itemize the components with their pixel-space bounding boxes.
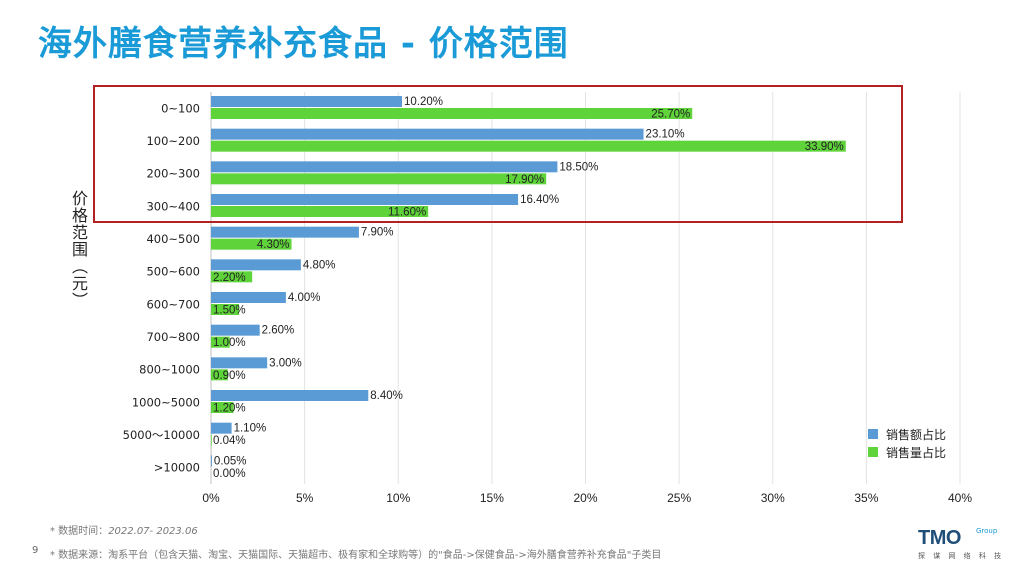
- category-label: 200~300: [146, 167, 200, 181]
- data-time-prefix: * 数据时间：: [50, 526, 109, 537]
- bar-sales-volume: [211, 173, 547, 185]
- data-label-sales-amount: 23.10%: [646, 129, 685, 141]
- page-title: 海外膳食营养补充食品 - 价格范围: [38, 24, 569, 64]
- category-label: 5000～10000: [123, 428, 200, 442]
- logo-sub-text: 探 谋 网 络 科 技: [918, 552, 1005, 560]
- data-label-sales-amount: 18.50%: [559, 161, 598, 173]
- bar-sales-amount: [211, 455, 212, 467]
- x-tick-label: 25%: [667, 491, 691, 505]
- data-label-sales-amount: 10.20%: [404, 96, 443, 108]
- data-source-note: * 数据来源：淘系平台（包含天猫、淘宝、天猫国际、天猫超市、极有家和全球购等）的…: [50, 550, 662, 561]
- bar-sales-amount: [211, 324, 260, 336]
- bar-sales-amount: [211, 226, 359, 238]
- data-label-sales-volume: 1.00%: [213, 337, 246, 349]
- data-label-sales-amount: 2.60%: [262, 325, 295, 337]
- legend: 销售额占比 销售量占比: [868, 425, 946, 461]
- category-label: 100~200: [146, 134, 200, 148]
- bar-sales-volume: [211, 402, 234, 413]
- data-label-sales-amount: 16.40%: [520, 194, 559, 206]
- data-label-sales-volume: 2.20%: [213, 272, 246, 284]
- bar-sales-amount: [211, 161, 558, 173]
- bar-sales-volume: [211, 304, 240, 315]
- page-number: 9: [32, 545, 39, 556]
- x-tick-label: 10%: [386, 491, 410, 505]
- data-label-sales-amount: 4.80%: [303, 259, 336, 271]
- legend-swatch: [868, 429, 878, 439]
- data-label-sales-volume: 11.60%: [388, 207, 426, 219]
- data-label-sales-volume: 1.50%: [213, 305, 246, 317]
- logo-group-text: Group: [976, 527, 998, 535]
- category-label: 800~1000: [139, 363, 200, 377]
- data-label-sales-amount: 4.00%: [288, 292, 321, 304]
- x-tick-label: 30%: [761, 491, 785, 505]
- data-label-sales-amount: 1.10%: [234, 423, 267, 435]
- data-label-sales-amount: 7.90%: [361, 227, 394, 239]
- bar-sales-volume: [211, 271, 253, 283]
- bar-sales-amount: [211, 390, 369, 401]
- bar-sales-volume: [211, 434, 212, 446]
- bar-sales-amount: [211, 96, 402, 107]
- legend-label: 销售量占比: [886, 445, 947, 460]
- x-tick-label: 0%: [202, 491, 220, 505]
- data-label-sales-amount: 3.00%: [269, 357, 302, 369]
- category-label: 700~800: [146, 330, 200, 344]
- category-label: 400~500: [146, 232, 200, 246]
- bar-sales-volume: [211, 369, 228, 381]
- bar-sales-amount: [211, 194, 519, 205]
- bar-sales-volume: [211, 336, 230, 348]
- data-label-sales-volume: 1.20%: [213, 403, 246, 415]
- data-label-sales-volume: 25.70%: [651, 109, 690, 121]
- bar-sales-amount: [211, 357, 268, 369]
- y-axis-label: 价格范围（元）: [69, 190, 88, 309]
- data-label-sales-volume: 0.90%: [213, 370, 246, 382]
- legend-item-sales-volume: 销售量占比: [868, 443, 946, 461]
- data-label-sales-amount: 8.40%: [370, 390, 403, 402]
- category-label: 1000~5000: [132, 395, 200, 409]
- legend-item-sales-amount: 销售额占比: [868, 425, 946, 443]
- logo-main-text: TMO: [918, 527, 961, 549]
- category-label: 0~100: [161, 101, 200, 115]
- highlight-box: [93, 85, 903, 223]
- data-label-sales-volume: 33.90%: [805, 141, 844, 153]
- category-label: 300~400: [146, 199, 200, 213]
- x-tick-label: 35%: [854, 491, 878, 505]
- category-label: >10000: [154, 461, 200, 475]
- x-tick-label: 20%: [573, 491, 597, 505]
- x-tick-label: 40%: [948, 491, 972, 505]
- bar-sales-amount: [211, 422, 232, 434]
- bar-sales-volume: [211, 140, 846, 152]
- data-time-value: 2022.07- 2023.06: [108, 526, 198, 537]
- bar-sales-amount: [211, 259, 301, 271]
- x-tick-label: 15%: [480, 491, 504, 505]
- legend-label: 销售额占比: [886, 427, 947, 442]
- company-logo: TMO Group 探 谋 网 络 科 技: [918, 527, 1010, 567]
- bar-sales-volume: [211, 238, 292, 250]
- data-label-sales-volume: 0.00%: [213, 468, 246, 480]
- x-tick-label: 5%: [296, 491, 314, 505]
- data-label-sales-volume: 17.90%: [505, 174, 544, 186]
- category-label: 500~600: [146, 265, 200, 279]
- category-label: 600~700: [146, 297, 200, 311]
- data-time-note: * 数据时间：2022.07- 2023.06: [50, 522, 198, 537]
- data-label-sales-amount: 0.05%: [214, 455, 247, 467]
- bar-sales-amount: [211, 292, 286, 303]
- bar-sales-volume: [211, 108, 693, 119]
- data-label-sales-volume: 0.04%: [213, 435, 246, 447]
- legend-swatch: [868, 447, 878, 457]
- data-label-sales-volume: 4.30%: [257, 239, 290, 251]
- bar-sales-volume: [211, 206, 429, 217]
- bar-sales-amount: [211, 128, 644, 140]
